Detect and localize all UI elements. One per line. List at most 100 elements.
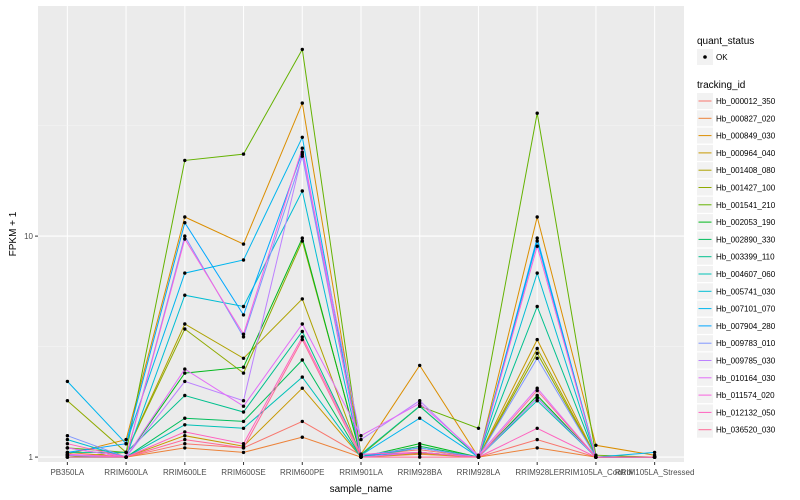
x-tick-label: RRIM600LE [163,468,207,477]
data-point [241,410,246,414]
data-point [65,455,70,459]
data-point [241,258,246,262]
data-point [241,450,246,455]
data-point [183,158,187,163]
data-point [183,430,187,434]
legend-label: Hb_000827_020 [716,114,776,123]
data-point [65,379,70,384]
data-point [183,237,187,241]
data-point [535,426,539,430]
legend-label: Hb_001541_210 [716,201,776,210]
x-tick-label: RRIM600PE [280,468,324,477]
data-point [652,455,657,459]
data-point [183,434,187,438]
data-point [300,435,304,439]
legend-label: Hb_001427_100 [716,184,776,193]
x-tick-label: RRIM105LA_Control [559,468,633,477]
data-point [300,375,304,379]
data-point [183,446,187,450]
data-point [241,426,246,430]
data-point [183,234,187,238]
data-point [535,244,539,248]
data-point [300,135,304,139]
x-tick-label: RRIM928LA [457,468,501,477]
legend-label: Hb_010164_030 [716,374,776,383]
data-point [418,399,422,403]
data-point [65,399,70,403]
data-point [300,358,304,362]
shape-legend-title: quant_status [697,36,754,47]
data-point [183,416,187,420]
data-point [241,242,246,246]
legend: quant_status OK tracking_id Hb_000012_35… [697,36,776,438]
data-point [535,215,539,219]
data-point [183,442,187,446]
data-point [418,363,422,368]
data-point [183,322,187,326]
data-point [476,426,481,430]
legend-label: Hb_005741_030 [716,287,776,296]
data-point [241,365,246,369]
data-point [241,356,246,360]
data-point [535,399,539,403]
data-point [124,450,128,455]
y-axis-title: FPKM + 1 [8,211,19,256]
x-axis: PB350LA RRIM600LA RRIM600LE RRIM600SE RRIM60… [50,462,694,477]
legend-label: Hb_003399_110 [716,253,775,262]
data-point [65,434,70,438]
legend-label: Hb_002890_330 [716,235,776,244]
x-axis-title: sample_name [330,484,393,495]
data-point [183,367,187,371]
data-point [535,111,539,115]
data-point [65,452,70,456]
data-point [535,446,539,450]
data-point [359,434,363,438]
data-point [418,442,422,446]
shape-legend-point-icon [703,55,707,59]
data-point [535,393,539,398]
data-point [241,335,246,339]
y-tick-label: 10 [24,232,33,241]
series-legend-title: tracking_id [697,80,745,91]
data-point [241,313,246,317]
y-axis: 1 10 [24,232,38,462]
x-tick-label: RRIM928BA [397,468,442,477]
data-point [300,152,304,156]
data-point [359,452,363,456]
data-point [300,386,304,390]
data-point [535,337,539,342]
legend-label: Hb_011574_020 [716,391,775,400]
data-point [535,386,539,390]
data-point [535,396,539,400]
y-tick-label: 1 [29,453,34,462]
data-point [594,455,598,459]
legend-label: Hb_007904_280 [716,322,776,331]
legend-label: Hb_036520_030 [716,426,776,435]
data-point [241,152,246,156]
data-point [65,442,70,446]
data-point [300,322,304,326]
data-point [535,388,539,393]
legend-label: Hb_000012_350 [716,97,776,106]
data-point [535,437,539,442]
legend-label: Hb_012132_050 [716,408,776,417]
x-tick-label: RRIM105LA_Stressed [615,468,695,477]
data-point [183,327,187,331]
data-point [183,293,187,297]
data-point [300,337,304,342]
data-point [476,455,481,459]
data-point [124,437,128,442]
data-point [241,304,246,309]
legend-label: Hb_009783_010 [716,339,776,348]
data-point [300,329,304,334]
data-point [300,236,304,240]
data-point [124,442,128,446]
data-point [535,304,539,309]
legend-label: Hb_009785_030 [716,357,776,366]
data-point [183,423,187,427]
data-point [183,271,187,275]
data-points [65,47,657,459]
x-tick-label: RRIM901LA [339,468,383,477]
legend-label: Hb_007101_070 [716,305,776,314]
legend-label: Hb_004607_060 [716,270,776,279]
